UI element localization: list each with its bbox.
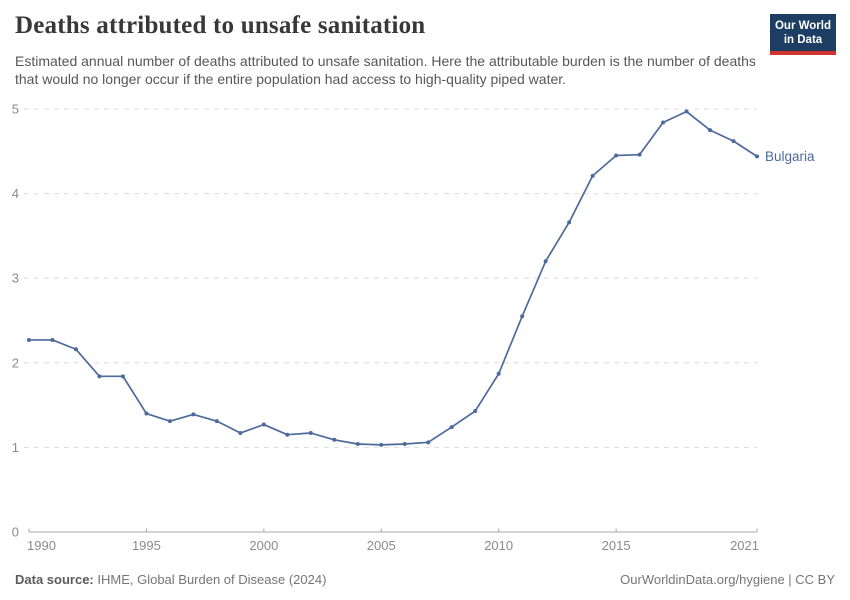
x-axis-tick-label: 1995	[132, 538, 161, 553]
x-axis-tick-label: 2005	[367, 538, 396, 553]
owid-link[interactable]: OurWorldinData.org/hygiene | CC BY	[620, 572, 835, 587]
data-point[interactable]	[661, 120, 666, 125]
data-point[interactable]	[402, 442, 407, 447]
data-point[interactable]	[167, 419, 172, 424]
y-axis-tick-label: 5	[12, 102, 19, 117]
data-point[interactable]	[614, 153, 619, 158]
page-title: Deaths attributed to unsafe sanitation	[15, 12, 426, 39]
data-point[interactable]	[520, 314, 525, 319]
data-point[interactable]	[191, 412, 196, 417]
data-point[interactable]	[379, 442, 384, 447]
data-point[interactable]	[708, 128, 713, 133]
series-line[interactable]	[28, 110, 758, 446]
data-point[interactable]	[731, 139, 736, 144]
data-point[interactable]	[261, 422, 266, 427]
chart-footer: Data source: IHME, Global Burden of Dise…	[15, 572, 835, 587]
owid-logo-line1: Our World	[774, 20, 831, 32]
x-axis-tick-label: 1990	[27, 538, 56, 553]
data-point[interactable]	[543, 259, 548, 264]
y-axis-tick-label: 1	[12, 440, 19, 455]
data-point[interactable]	[637, 152, 642, 157]
data-point[interactable]	[332, 437, 337, 442]
owid-logo[interactable]: Our World in Data	[770, 14, 836, 56]
data-point[interactable]	[473, 409, 478, 414]
data-point[interactable]	[308, 431, 313, 436]
data-point[interactable]	[50, 337, 55, 342]
owid-logo-line2: in Data	[783, 34, 823, 47]
y-axis-tick-label: 3	[12, 271, 19, 286]
data-point[interactable]	[496, 371, 501, 376]
data-point[interactable]	[214, 419, 219, 424]
x-axis-tick-label: 2010	[484, 538, 513, 553]
chart-subtitle: Estimated annual number of deaths attrib…	[15, 53, 756, 87]
data-point[interactable]	[120, 374, 125, 379]
data-point[interactable]	[144, 411, 149, 416]
y-axis-tick-label: 2	[12, 355, 19, 370]
data-point[interactable]	[567, 220, 572, 225]
data-point[interactable]	[590, 173, 595, 178]
data-point[interactable]	[73, 347, 78, 352]
data-point[interactable]	[355, 442, 360, 447]
series-end-label[interactable]: Bulgaria	[765, 149, 815, 164]
y-axis-tick-label: 4	[12, 186, 19, 201]
data-point[interactable]	[449, 425, 454, 430]
data-source: Data source: IHME, Global Burden of Dise…	[15, 572, 326, 587]
data-source-label: Data source:	[15, 572, 94, 587]
y-axis-tick-label: 0	[12, 525, 19, 540]
data-point[interactable]	[755, 154, 759, 159]
data-point[interactable]	[285, 432, 290, 437]
data-point[interactable]	[27, 337, 31, 342]
data-point[interactable]	[684, 109, 689, 114]
data-source-text: IHME, Global Burden of Disease (2024)	[93, 572, 327, 587]
x-axis-tick-label: 2015	[602, 538, 631, 553]
x-axis-tick-label: 2021	[730, 538, 759, 553]
data-point[interactable]	[238, 431, 243, 436]
data-point[interactable]	[97, 374, 102, 379]
x-axis-tick-label: 2000	[249, 538, 278, 553]
data-point[interactable]	[426, 440, 431, 445]
